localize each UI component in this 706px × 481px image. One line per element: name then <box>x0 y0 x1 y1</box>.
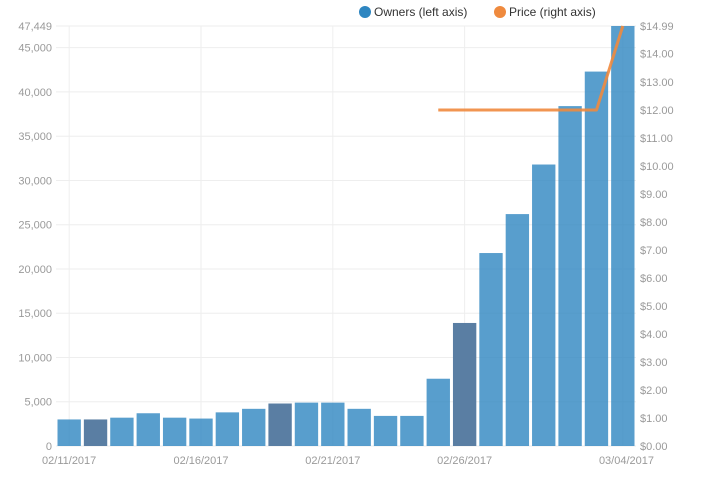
owners-bar-1[interactable] <box>83 419 108 446</box>
right-tick-label-11: $11.00 <box>640 133 673 145</box>
owners-bar-8[interactable] <box>268 403 292 446</box>
price-line-group <box>438 25 625 112</box>
legend-item-price[interactable]: Price (right axis) <box>494 5 596 19</box>
x-tick-label-1: 02/16/2017 <box>173 455 228 467</box>
right-tick-label-9: $9.00 <box>640 189 668 201</box>
owners-bar-3[interactable] <box>136 413 160 446</box>
right-tick-label-5: $5.00 <box>640 301 668 313</box>
owners-bar-7[interactable] <box>242 408 266 446</box>
owners-bar-4[interactable] <box>162 417 187 446</box>
legend: Owners (left axis) Price (right axis) <box>359 5 596 19</box>
x-tick-label-2: 02/21/2017 <box>305 455 360 467</box>
left-tick-label-9: 45,000 <box>18 43 52 55</box>
owners-bar-10[interactable] <box>321 402 345 446</box>
owners-bar-2[interactable] <box>110 417 134 446</box>
left-tick-label-10: 47,449 <box>18 21 52 33</box>
right-tick-label-10: $10.00 <box>640 161 674 173</box>
owners-bars <box>57 26 635 447</box>
owners-bar-17[interactable] <box>505 214 530 446</box>
owners-bar-6[interactable] <box>215 412 240 446</box>
owners-bar-11[interactable] <box>347 408 371 446</box>
price-line[interactable] <box>438 25 625 112</box>
owners-bar-21[interactable] <box>611 26 635 446</box>
x-tick-label-4: 03/04/2017 <box>599 455 654 467</box>
legend-price-label: Price (right axis) <box>509 5 596 19</box>
left-tick-label-1: 5,000 <box>24 397 52 409</box>
left-tick-label-5: 25,000 <box>18 220 52 232</box>
legend-item-owners[interactable]: Owners (left axis) <box>359 5 467 19</box>
left-axis-ticks: 0 5,000 10,000 15,000 20,000 25,000 30,000 35,0… <box>18 21 52 453</box>
right-tick-label-12: $12.00 <box>640 105 674 117</box>
x-tick-label-0: 02/11/2017 <box>42 455 96 467</box>
right-tick-label-3: $3.00 <box>640 357 668 369</box>
x-tick-label-3: 02/26/2017 <box>437 455 492 467</box>
left-tick-label-8: 40,000 <box>18 87 52 99</box>
right-tick-label-7: $7.00 <box>640 245 668 257</box>
legend-owners-label: Owners (left axis) <box>374 5 467 19</box>
legend-owners-swatch <box>359 6 371 18</box>
owners-bar-16[interactable] <box>479 253 503 446</box>
right-tick-label-0: $0.00 <box>640 441 668 453</box>
owners-bar-19[interactable] <box>558 106 582 447</box>
left-tick-label-0: 0 <box>46 441 52 453</box>
right-tick-label-1: $1.00 <box>640 413 668 425</box>
right-tick-label-2: $2.00 <box>640 385 668 397</box>
left-tick-label-6: 30,000 <box>18 175 52 187</box>
left-tick-label-7: 35,000 <box>18 131 52 143</box>
owners-bar-14[interactable] <box>426 378 450 446</box>
owners-bar-13[interactable] <box>400 415 424 446</box>
owners-bar-5[interactable] <box>189 418 213 446</box>
owners-bar-0[interactable] <box>57 419 81 446</box>
right-tick-label-13: $13.00 <box>640 77 674 89</box>
left-tick-label-4: 20,000 <box>18 264 52 276</box>
left-tick-label-2: 10,000 <box>18 352 52 364</box>
right-tick-label-4: $4.00 <box>640 329 668 341</box>
right-tick-label-14: $14.00 <box>640 49 674 61</box>
owners-bar-12[interactable] <box>373 415 398 446</box>
left-tick-label-3: 15,000 <box>18 308 52 320</box>
right-tick-label-15: $14.99 <box>640 21 674 33</box>
right-axis-ticks: $0.00 $1.00 $2.00 $3.00 $4.00 $5.00 $6.00 $7.00… <box>640 21 674 453</box>
owners-bar-15[interactable] <box>452 322 477 446</box>
legend-price-swatch <box>494 6 506 18</box>
x-axis-ticks: 02/11/2017 02/16/2017 02/21/2017 02/26/2017… <box>42 455 654 467</box>
right-tick-label-6: $6.00 <box>640 273 668 285</box>
owners-bar-18[interactable] <box>532 164 556 446</box>
owners-bar-20[interactable] <box>584 71 609 446</box>
grid-lines <box>56 25 636 447</box>
owners-bar-9[interactable] <box>294 402 319 446</box>
right-tick-label-8: $8.00 <box>640 217 668 229</box>
